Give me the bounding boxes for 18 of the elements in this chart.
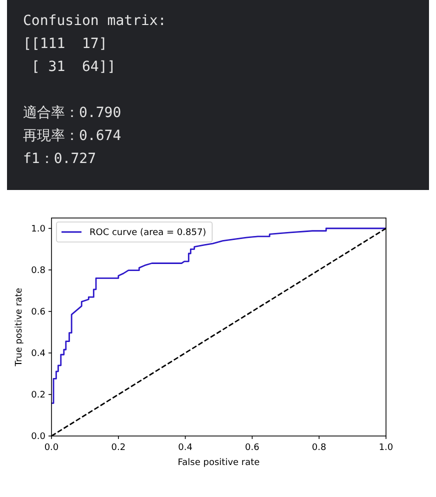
x-tick-label: 0.4 [178, 443, 193, 453]
x-tick-label: 1.0 [378, 443, 394, 453]
y-tick-label: 0.4 [31, 349, 46, 360]
x-tick-label: 0.2 [111, 443, 126, 453]
x-tick-label: 0.0 [44, 443, 59, 453]
text: 適合率：0.790 再現率：0.674 f1：0.727 [23, 104, 122, 169]
y-tick-label: 1.0 [31, 224, 46, 235]
x-tick-label: 0.6 [245, 443, 260, 453]
y-tick-label: 0.8 [31, 266, 46, 276]
legend-label: ROC curve (area = 0.857) [90, 228, 206, 238]
y-tick-label: 0.0 [31, 432, 46, 442]
y-tick-label: 0.2 [31, 390, 46, 401]
y-tick-label: 0.6 [31, 308, 46, 318]
x-tick-label: 0.8 [312, 443, 327, 453]
text: Confusion matrix: [[111 17] [ 31 64]] [23, 12, 166, 77]
y-axis-title: True positive rate [14, 287, 24, 368]
x-axis-title: False positive rate [178, 458, 260, 468]
legend: ROC curve (area = 0.857) [56, 222, 213, 242]
